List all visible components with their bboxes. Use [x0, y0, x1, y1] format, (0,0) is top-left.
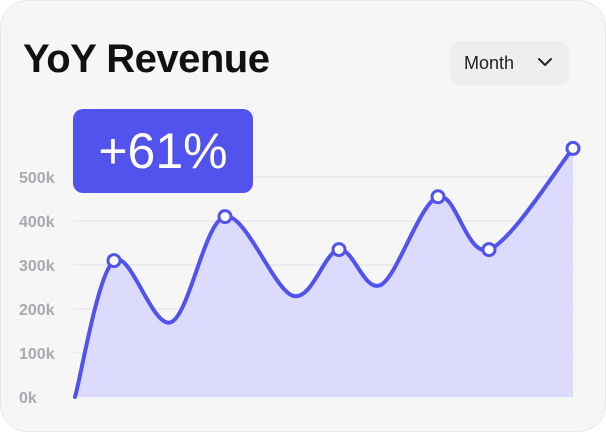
- chevron-down-icon: [538, 58, 552, 66]
- revenue-area: [75, 148, 573, 397]
- data-point[interactable]: [481, 242, 497, 258]
- period-dropdown[interactable]: Month: [450, 41, 569, 85]
- y-tick-label: 100k: [19, 346, 55, 363]
- data-point[interactable]: [106, 253, 122, 269]
- data-point[interactable]: [430, 189, 446, 205]
- revenue-line: [73, 146, 575, 399]
- card-title: YoY Revenue: [23, 37, 270, 81]
- y-tick-label: 200k: [19, 302, 55, 319]
- data-point[interactable]: [217, 209, 233, 225]
- y-tick-label: 400k: [19, 214, 55, 231]
- data-point[interactable]: [331, 242, 347, 258]
- y-tick-label: 0k: [19, 390, 37, 407]
- y-tick-label: 300k: [19, 258, 55, 275]
- data-point[interactable]: [565, 140, 581, 156]
- y-tick-label: 500k: [19, 170, 55, 187]
- period-dropdown-label: Month: [464, 52, 515, 73]
- growth-badge: +61%: [73, 109, 253, 193]
